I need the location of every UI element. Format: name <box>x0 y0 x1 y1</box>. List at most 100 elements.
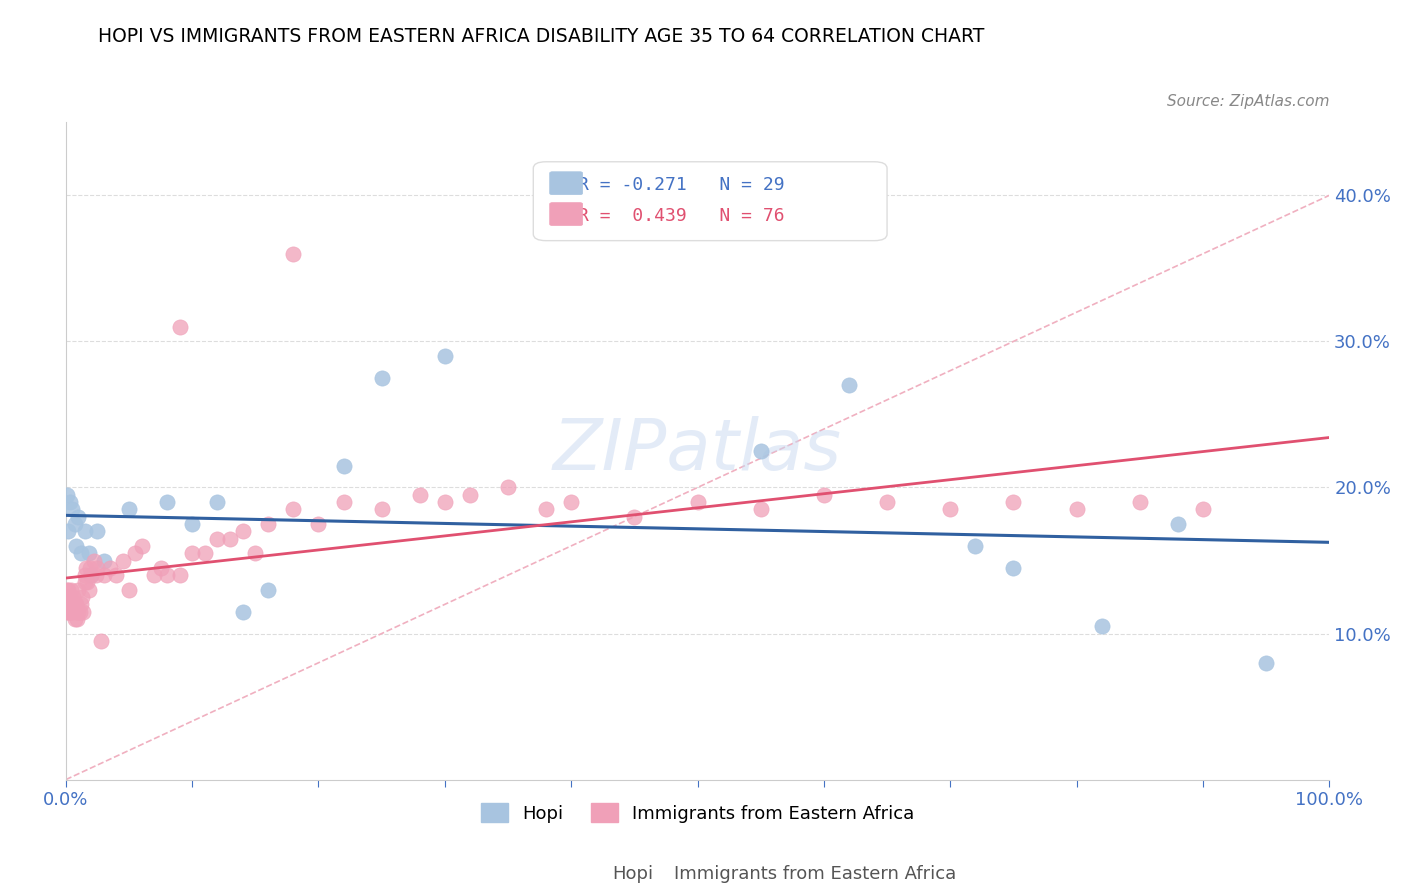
Point <box>408 488 430 502</box>
Point <box>65 605 87 619</box>
Point <box>749 444 772 458</box>
Point <box>63 516 86 531</box>
Point <box>63 598 86 612</box>
Point <box>245 546 267 560</box>
Point <box>131 539 153 553</box>
Point <box>73 575 96 590</box>
Point <box>283 247 305 261</box>
Point <box>1091 619 1114 633</box>
Point <box>60 598 83 612</box>
Point <box>939 502 962 516</box>
Point <box>93 553 115 567</box>
Point <box>1167 516 1189 531</box>
Text: Source: ZipAtlas.com: Source: ZipAtlas.com <box>1167 95 1329 109</box>
Point <box>118 502 141 516</box>
Point <box>257 516 280 531</box>
Point <box>58 524 80 539</box>
Point <box>67 605 90 619</box>
Point <box>838 378 860 392</box>
Point <box>1066 502 1088 516</box>
Point <box>257 582 280 597</box>
Point <box>219 532 242 546</box>
Point <box>207 495 229 509</box>
Point <box>124 546 146 560</box>
Point <box>59 605 82 619</box>
Point <box>86 561 108 575</box>
Point <box>534 502 557 516</box>
Point <box>83 553 105 567</box>
Point <box>98 561 121 575</box>
Point <box>80 568 103 582</box>
FancyBboxPatch shape <box>550 202 582 226</box>
Point <box>62 590 84 604</box>
Point <box>59 495 82 509</box>
Point <box>149 561 172 575</box>
Point <box>813 488 835 502</box>
Point <box>58 582 80 597</box>
Point <box>70 590 93 604</box>
Point <box>1254 656 1277 670</box>
Point <box>370 502 392 516</box>
Point <box>73 524 96 539</box>
Point <box>56 488 79 502</box>
Point <box>207 532 229 546</box>
Point <box>75 561 97 575</box>
FancyBboxPatch shape <box>533 161 887 241</box>
Text: Immigrants from Eastern Africa: Immigrants from Eastern Africa <box>675 865 956 883</box>
Text: R =  0.439   N = 76: R = 0.439 N = 76 <box>578 207 785 225</box>
Point <box>79 561 101 575</box>
Point <box>156 568 179 582</box>
Point <box>169 319 191 334</box>
Point <box>73 568 96 582</box>
Point <box>181 546 204 560</box>
Point <box>67 582 90 597</box>
Point <box>56 605 79 619</box>
Point <box>283 502 305 516</box>
Point <box>80 568 103 582</box>
Point <box>93 568 115 582</box>
Point <box>1002 495 1025 509</box>
Point <box>1002 561 1025 575</box>
Point <box>60 502 83 516</box>
Point <box>63 612 86 626</box>
Point <box>65 598 87 612</box>
Point <box>59 590 82 604</box>
Point <box>965 539 987 553</box>
Text: HOPI VS IMMIGRANTS FROM EASTERN AFRICA DISABILITY AGE 35 TO 64 CORRELATION CHART: HOPI VS IMMIGRANTS FROM EASTERN AFRICA D… <box>98 27 984 45</box>
Point <box>333 458 356 473</box>
Point <box>370 371 392 385</box>
Point <box>333 495 356 509</box>
Point <box>105 568 128 582</box>
Point <box>1129 495 1152 509</box>
Point <box>59 582 82 597</box>
Point <box>65 539 87 553</box>
Point <box>60 605 83 619</box>
Point <box>156 495 179 509</box>
Point <box>56 582 79 597</box>
Point <box>90 633 112 648</box>
Point <box>876 495 898 509</box>
Point <box>67 509 90 524</box>
Point <box>56 598 79 612</box>
Point <box>59 605 82 619</box>
Point <box>1192 502 1215 516</box>
Point <box>560 495 582 509</box>
Point <box>70 598 93 612</box>
Point <box>111 553 134 567</box>
Point <box>232 524 254 539</box>
Point <box>308 516 330 531</box>
Text: Hopi: Hopi <box>612 865 654 883</box>
Point <box>58 590 80 604</box>
Point <box>433 495 456 509</box>
Point <box>749 502 772 516</box>
Point <box>181 516 204 531</box>
Point <box>58 605 80 619</box>
Point <box>84 568 107 582</box>
Point <box>496 481 519 495</box>
Text: R = -0.271   N = 29: R = -0.271 N = 29 <box>578 176 785 194</box>
Point <box>70 546 93 560</box>
Text: ZIPatlas: ZIPatlas <box>553 417 842 485</box>
Legend: Hopi, Immigrants from Eastern Africa: Hopi, Immigrants from Eastern Africa <box>474 796 921 830</box>
Point <box>458 488 481 502</box>
Point <box>169 568 191 582</box>
